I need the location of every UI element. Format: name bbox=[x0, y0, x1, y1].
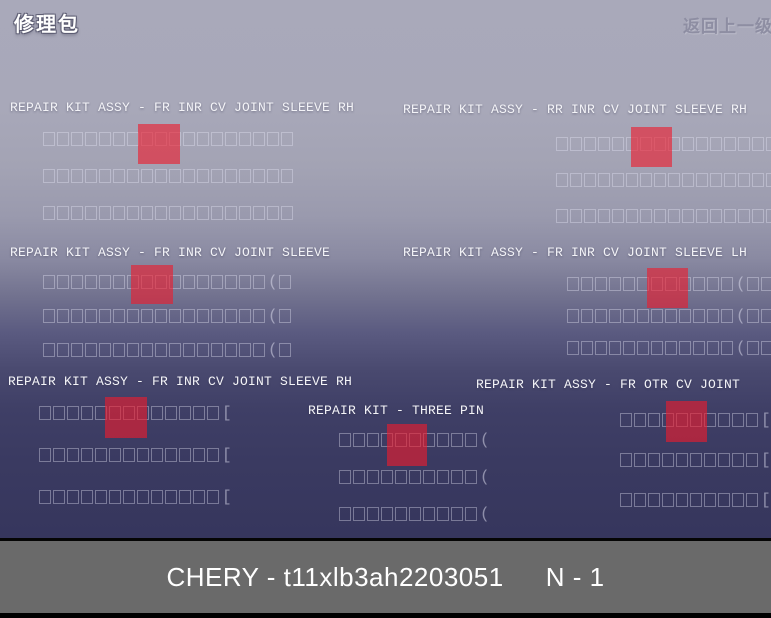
highlight-marker[interactable] bbox=[666, 401, 707, 442]
page-title: 修理包 bbox=[14, 14, 80, 36]
highlight-marker[interactable] bbox=[131, 265, 173, 304]
highlight-marker[interactable] bbox=[647, 268, 688, 308]
highlight-marker[interactable] bbox=[105, 397, 147, 438]
footer-status-bar: CHERY - t11xlb3ah2203051 N - 1 bbox=[0, 541, 771, 613]
page-indicator: N - 1 bbox=[545, 561, 605, 592]
highlight-marker[interactable] bbox=[138, 124, 180, 164]
highlight-marker[interactable] bbox=[631, 127, 672, 167]
bottom-edge-strip bbox=[0, 613, 771, 618]
highlight-marker[interactable] bbox=[387, 424, 427, 466]
back-to-previous-button[interactable]: 返回上一级 bbox=[683, 17, 771, 36]
parts-diagram-background bbox=[0, 0, 771, 538]
footer-divider-line bbox=[0, 538, 771, 541]
brand-part-number: CHERY - t11xlb3ah2203051 bbox=[166, 561, 504, 592]
